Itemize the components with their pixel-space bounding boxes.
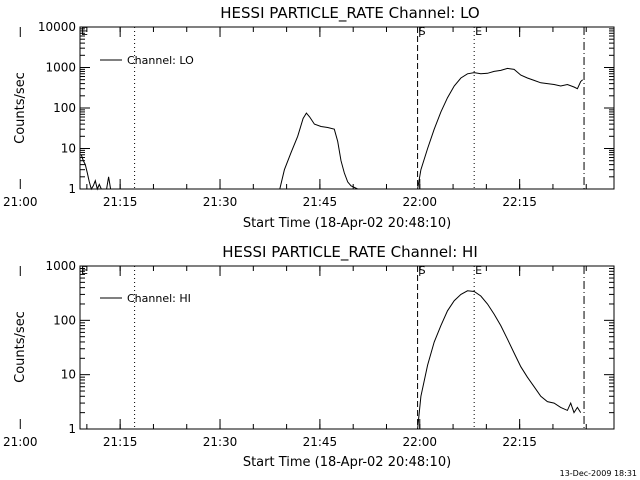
x-tick-label: 22:00 [402,435,437,449]
legend-label: Channel: LO [127,54,194,67]
x-axis-label: Start Time (18-Apr-02 20:48:10) [243,455,451,470]
y-tick-label: 10 [61,368,76,382]
legend-label: Channel: HI [127,292,191,305]
x-tick-label: 22:00 [402,195,437,209]
series-line [417,290,582,430]
x-tick-label: 22:15 [502,195,537,209]
y-tick-label: 1 [68,182,76,196]
y-axis-label: Counts/sec [13,72,28,144]
marker-label: E [81,25,88,38]
x-ticks: 21:00 21:15 21:30 21:45 22:00 22:15 [3,266,587,449]
series-line [80,154,102,191]
y-tick-label: 10 [61,142,76,156]
x-tick-label: 21:15 [103,435,138,449]
y-ticks: 1 10 100 1000 [45,259,614,436]
chart-title: HESSI PARTICLE_RATE Channel: LO [220,4,479,23]
marker-label: E [475,264,482,277]
series-line [279,112,358,190]
legend: Channel: LO [100,54,194,67]
x-tick-label: 21:00 [3,435,38,449]
plot-frame [79,26,615,190]
marker-label: S [419,25,426,38]
x-tick-label: 21:00 [3,195,38,209]
footer-timestamp: 13-Dec-2009 18:31 [560,469,637,478]
series-line [106,176,112,190]
x-tick-label: 21:30 [203,435,238,449]
event-markers: S EE [81,264,585,429]
x-ticks: 21:00 21:15 21:30 21:45 22:00 22:15 [3,27,587,209]
x-tick-label: 21:30 [203,195,238,209]
marker-label: E [81,264,88,277]
y-tick-label: 100 [53,101,76,115]
x-tick-label: 21:15 [103,195,138,209]
y-tick-label: 100 [53,313,76,327]
y-tick-label: 10000 [38,20,76,34]
series-lines [80,67,584,191]
chart-panel-lo: HESSI PARTICLE_RATE Channel: LO Counts/s… [3,4,615,231]
legend: Channel: HI [100,292,191,305]
y-ticks: 1 10 100 1000 10000 [38,20,614,196]
y-tick-label: 1000 [45,259,76,273]
plot-frame [79,265,615,430]
series-lines [417,290,582,430]
y-axis-label: Counts/sec [13,311,28,383]
x-tick-label: 21:45 [303,435,338,449]
chart-title: HESSI PARTICLE_RATE Channel: HI [222,243,478,262]
x-axis-label: Start Time (18-Apr-02 20:48:10) [243,216,451,231]
event-markers: S EE [81,25,585,189]
y-tick-label: 1000 [45,61,76,75]
chart-panel-hi: HESSI PARTICLE_RATE Channel: HI Counts/s… [3,243,615,470]
marker-label: E [475,25,482,38]
x-tick-label: 21:45 [303,195,338,209]
series-line [417,67,584,190]
marker-label: S [419,264,426,277]
y-tick-label: 1 [68,422,76,436]
x-tick-label: 22:15 [502,435,537,449]
